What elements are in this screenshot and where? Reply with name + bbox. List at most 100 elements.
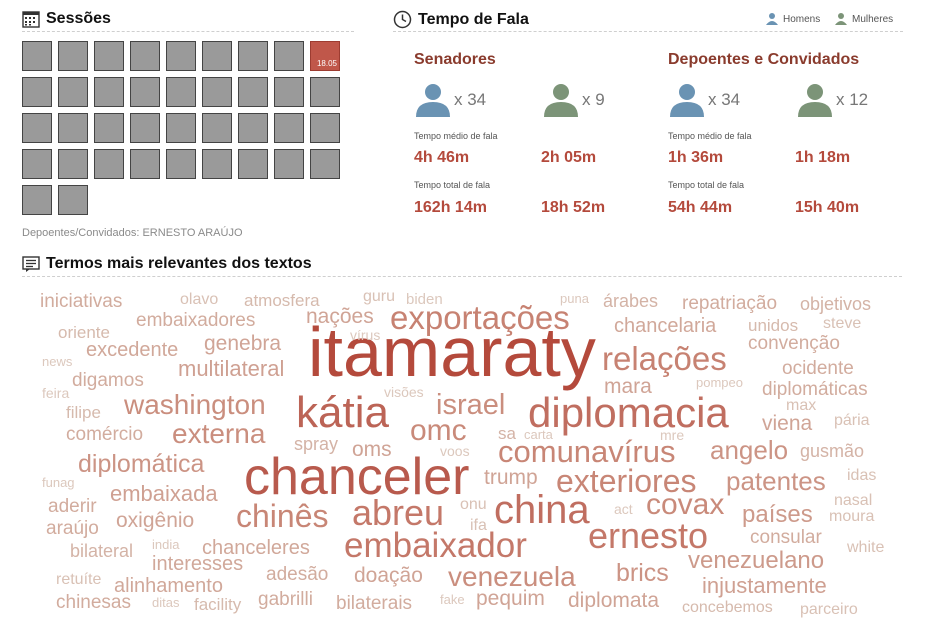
- cloud-word[interactable]: diplomáticas: [762, 379, 868, 400]
- cloud-word[interactable]: feira: [42, 385, 70, 401]
- session-cell[interactable]: [274, 77, 304, 107]
- cloud-word[interactable]: sa: [498, 424, 516, 443]
- cloud-word[interactable]: aderir: [48, 496, 97, 517]
- session-cell[interactable]: [166, 113, 196, 143]
- session-cell[interactable]: [238, 113, 268, 143]
- cloud-word[interactable]: israel: [436, 389, 506, 421]
- cloud-word[interactable]: diplomata: [568, 589, 660, 612]
- cloud-word[interactable]: mre: [660, 427, 685, 443]
- cloud-word[interactable]: covax: [646, 488, 725, 521]
- cloud-word[interactable]: exteriores: [556, 463, 697, 499]
- cloud-word[interactable]: comunavírus: [498, 434, 676, 469]
- cloud-word[interactable]: bilateral: [70, 541, 134, 561]
- cloud-word[interactable]: bilaterais: [336, 593, 413, 614]
- cloud-word[interactable]: max: [786, 397, 817, 414]
- session-cell[interactable]: [166, 149, 196, 179]
- cloud-word[interactable]: china: [494, 488, 590, 532]
- cloud-word[interactable]: patentes: [726, 466, 826, 496]
- cloud-word[interactable]: embaixadores: [136, 310, 256, 331]
- cloud-word[interactable]: vírus: [350, 327, 381, 343]
- cloud-word[interactable]: externa: [172, 418, 266, 449]
- cloud-word[interactable]: chinês: [236, 498, 329, 534]
- cloud-word[interactable]: chinesas: [56, 592, 131, 613]
- cloud-word[interactable]: itamaraty: [308, 313, 596, 391]
- cloud-word[interactable]: facility: [194, 595, 242, 614]
- session-cell[interactable]: [238, 41, 268, 71]
- session-cell[interactable]: [166, 77, 196, 107]
- session-cell[interactable]: [22, 113, 52, 143]
- session-cell[interactable]: [238, 77, 268, 107]
- session-cell[interactable]: [94, 149, 124, 179]
- cloud-word[interactable]: iniciativas: [40, 291, 123, 312]
- cloud-word[interactable]: araújo: [46, 518, 99, 539]
- cloud-word[interactable]: kátia: [296, 388, 389, 437]
- cloud-word[interactable]: objetivos: [800, 294, 872, 314]
- cloud-word[interactable]: omc: [410, 414, 467, 447]
- cloud-word[interactable]: onu: [460, 496, 487, 513]
- cloud-word[interactable]: carta: [524, 427, 553, 442]
- session-cell[interactable]: [130, 77, 160, 107]
- session-cell[interactable]: [22, 149, 52, 179]
- cloud-word[interactable]: guru: [363, 288, 396, 305]
- cloud-word[interactable]: convenção: [748, 333, 840, 354]
- cloud-word[interactable]: nasal: [834, 492, 873, 509]
- cloud-word[interactable]: chanceler: [244, 448, 470, 506]
- cloud-word[interactable]: steve: [823, 315, 862, 332]
- session-cell[interactable]: [22, 41, 52, 71]
- cloud-word[interactable]: ifa: [470, 517, 487, 534]
- cloud-word[interactable]: act: [614, 501, 633, 517]
- session-cell[interactable]: [202, 149, 232, 179]
- cloud-word[interactable]: news: [42, 354, 73, 369]
- session-cell[interactable]: [58, 77, 88, 107]
- cloud-word[interactable]: embaixada: [110, 481, 218, 506]
- cloud-word[interactable]: mara: [604, 375, 652, 398]
- session-cell[interactable]: [58, 113, 88, 143]
- cloud-word[interactable]: moura: [829, 508, 875, 525]
- cloud-word[interactable]: embaixador: [344, 526, 527, 565]
- cloud-word[interactable]: interesses: [152, 553, 244, 575]
- cloud-word[interactable]: árabes: [603, 291, 659, 311]
- session-cell[interactable]: [166, 41, 196, 71]
- session-cell[interactable]: [310, 77, 340, 107]
- cloud-word[interactable]: venezuelano: [688, 547, 825, 574]
- cloud-word[interactable]: visões: [384, 384, 424, 400]
- cloud-word[interactable]: oriente: [58, 323, 110, 342]
- cloud-word[interactable]: concebemos: [682, 599, 773, 616]
- cloud-word[interactable]: consular: [750, 527, 822, 548]
- cloud-word[interactable]: unidos: [748, 316, 799, 335]
- session-cell[interactable]: [238, 149, 268, 179]
- cloud-word[interactable]: digamos: [72, 370, 144, 391]
- cloud-word[interactable]: gabrilli: [258, 589, 313, 610]
- session-cell[interactable]: [202, 77, 232, 107]
- session-cell[interactable]: [58, 185, 88, 215]
- session-cell[interactable]: [94, 41, 124, 71]
- cloud-word[interactable]: biden: [406, 291, 443, 308]
- cloud-word[interactable]: atmosfera: [244, 291, 320, 310]
- cloud-word[interactable]: doação: [354, 564, 423, 587]
- cloud-word[interactable]: chancelaria: [614, 315, 717, 337]
- cloud-word[interactable]: voos: [440, 443, 470, 459]
- cloud-word[interactable]: venezuela: [448, 561, 576, 592]
- cloud-word[interactable]: puna: [560, 291, 589, 306]
- cloud-word[interactable]: spray: [294, 434, 339, 454]
- cloud-word[interactable]: ocidente: [782, 358, 854, 379]
- cloud-word[interactable]: trump: [484, 466, 538, 489]
- cloud-word[interactable]: olavo: [180, 291, 219, 308]
- session-cell[interactable]: [310, 149, 340, 179]
- cloud-word[interactable]: ditas: [152, 595, 180, 610]
- session-cell[interactable]: [274, 149, 304, 179]
- cloud-word[interactable]: india: [152, 537, 180, 552]
- cloud-word[interactable]: pequim: [476, 587, 545, 610]
- session-cell[interactable]: [22, 185, 52, 215]
- cloud-word[interactable]: chanceleres: [202, 537, 310, 559]
- session-cell[interactable]: [274, 113, 304, 143]
- cloud-word[interactable]: repatriação: [682, 293, 778, 314]
- cloud-word[interactable]: países: [742, 501, 813, 528]
- cloud-word[interactable]: excedente: [86, 339, 179, 361]
- cloud-word[interactable]: oxigênio: [116, 509, 195, 532]
- cloud-word[interactable]: pária: [834, 412, 870, 429]
- cloud-word[interactable]: filipe: [66, 403, 101, 422]
- session-cell[interactable]: [94, 113, 124, 143]
- cloud-word[interactable]: nações: [306, 305, 374, 328]
- cloud-word[interactable]: relações: [602, 340, 727, 377]
